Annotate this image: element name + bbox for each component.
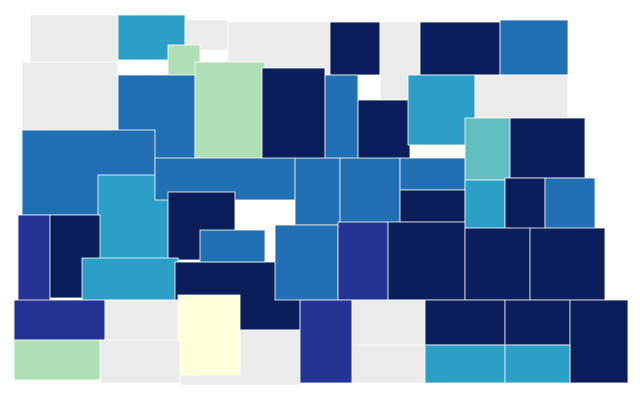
county (351, 299, 426, 346)
county (17, 214, 51, 311)
county (504, 344, 571, 384)
county (387, 221, 466, 301)
county (104, 299, 179, 346)
county (499, 19, 569, 76)
county (299, 299, 353, 384)
county (13, 299, 106, 341)
county (424, 299, 506, 346)
county (274, 224, 339, 301)
county (464, 117, 511, 181)
county (407, 74, 476, 146)
county (13, 339, 101, 381)
county (529, 227, 606, 301)
county (21, 61, 119, 141)
county (177, 294, 241, 376)
county (504, 299, 571, 346)
county (544, 177, 596, 231)
county (569, 299, 629, 384)
county (399, 189, 466, 223)
county (509, 117, 586, 179)
county (199, 229, 266, 263)
county (399, 157, 466, 191)
county (324, 74, 359, 161)
county (337, 221, 389, 301)
county (194, 61, 266, 161)
county (474, 74, 569, 119)
county (357, 99, 411, 161)
county (424, 344, 506, 384)
county (351, 344, 426, 384)
county (419, 21, 501, 76)
county (261, 67, 326, 161)
county (464, 227, 531, 301)
county (329, 21, 381, 76)
county (81, 257, 179, 301)
county (29, 14, 119, 63)
county (464, 179, 506, 231)
county (504, 177, 546, 231)
county (339, 157, 401, 226)
county (294, 157, 341, 226)
county (99, 339, 181, 384)
